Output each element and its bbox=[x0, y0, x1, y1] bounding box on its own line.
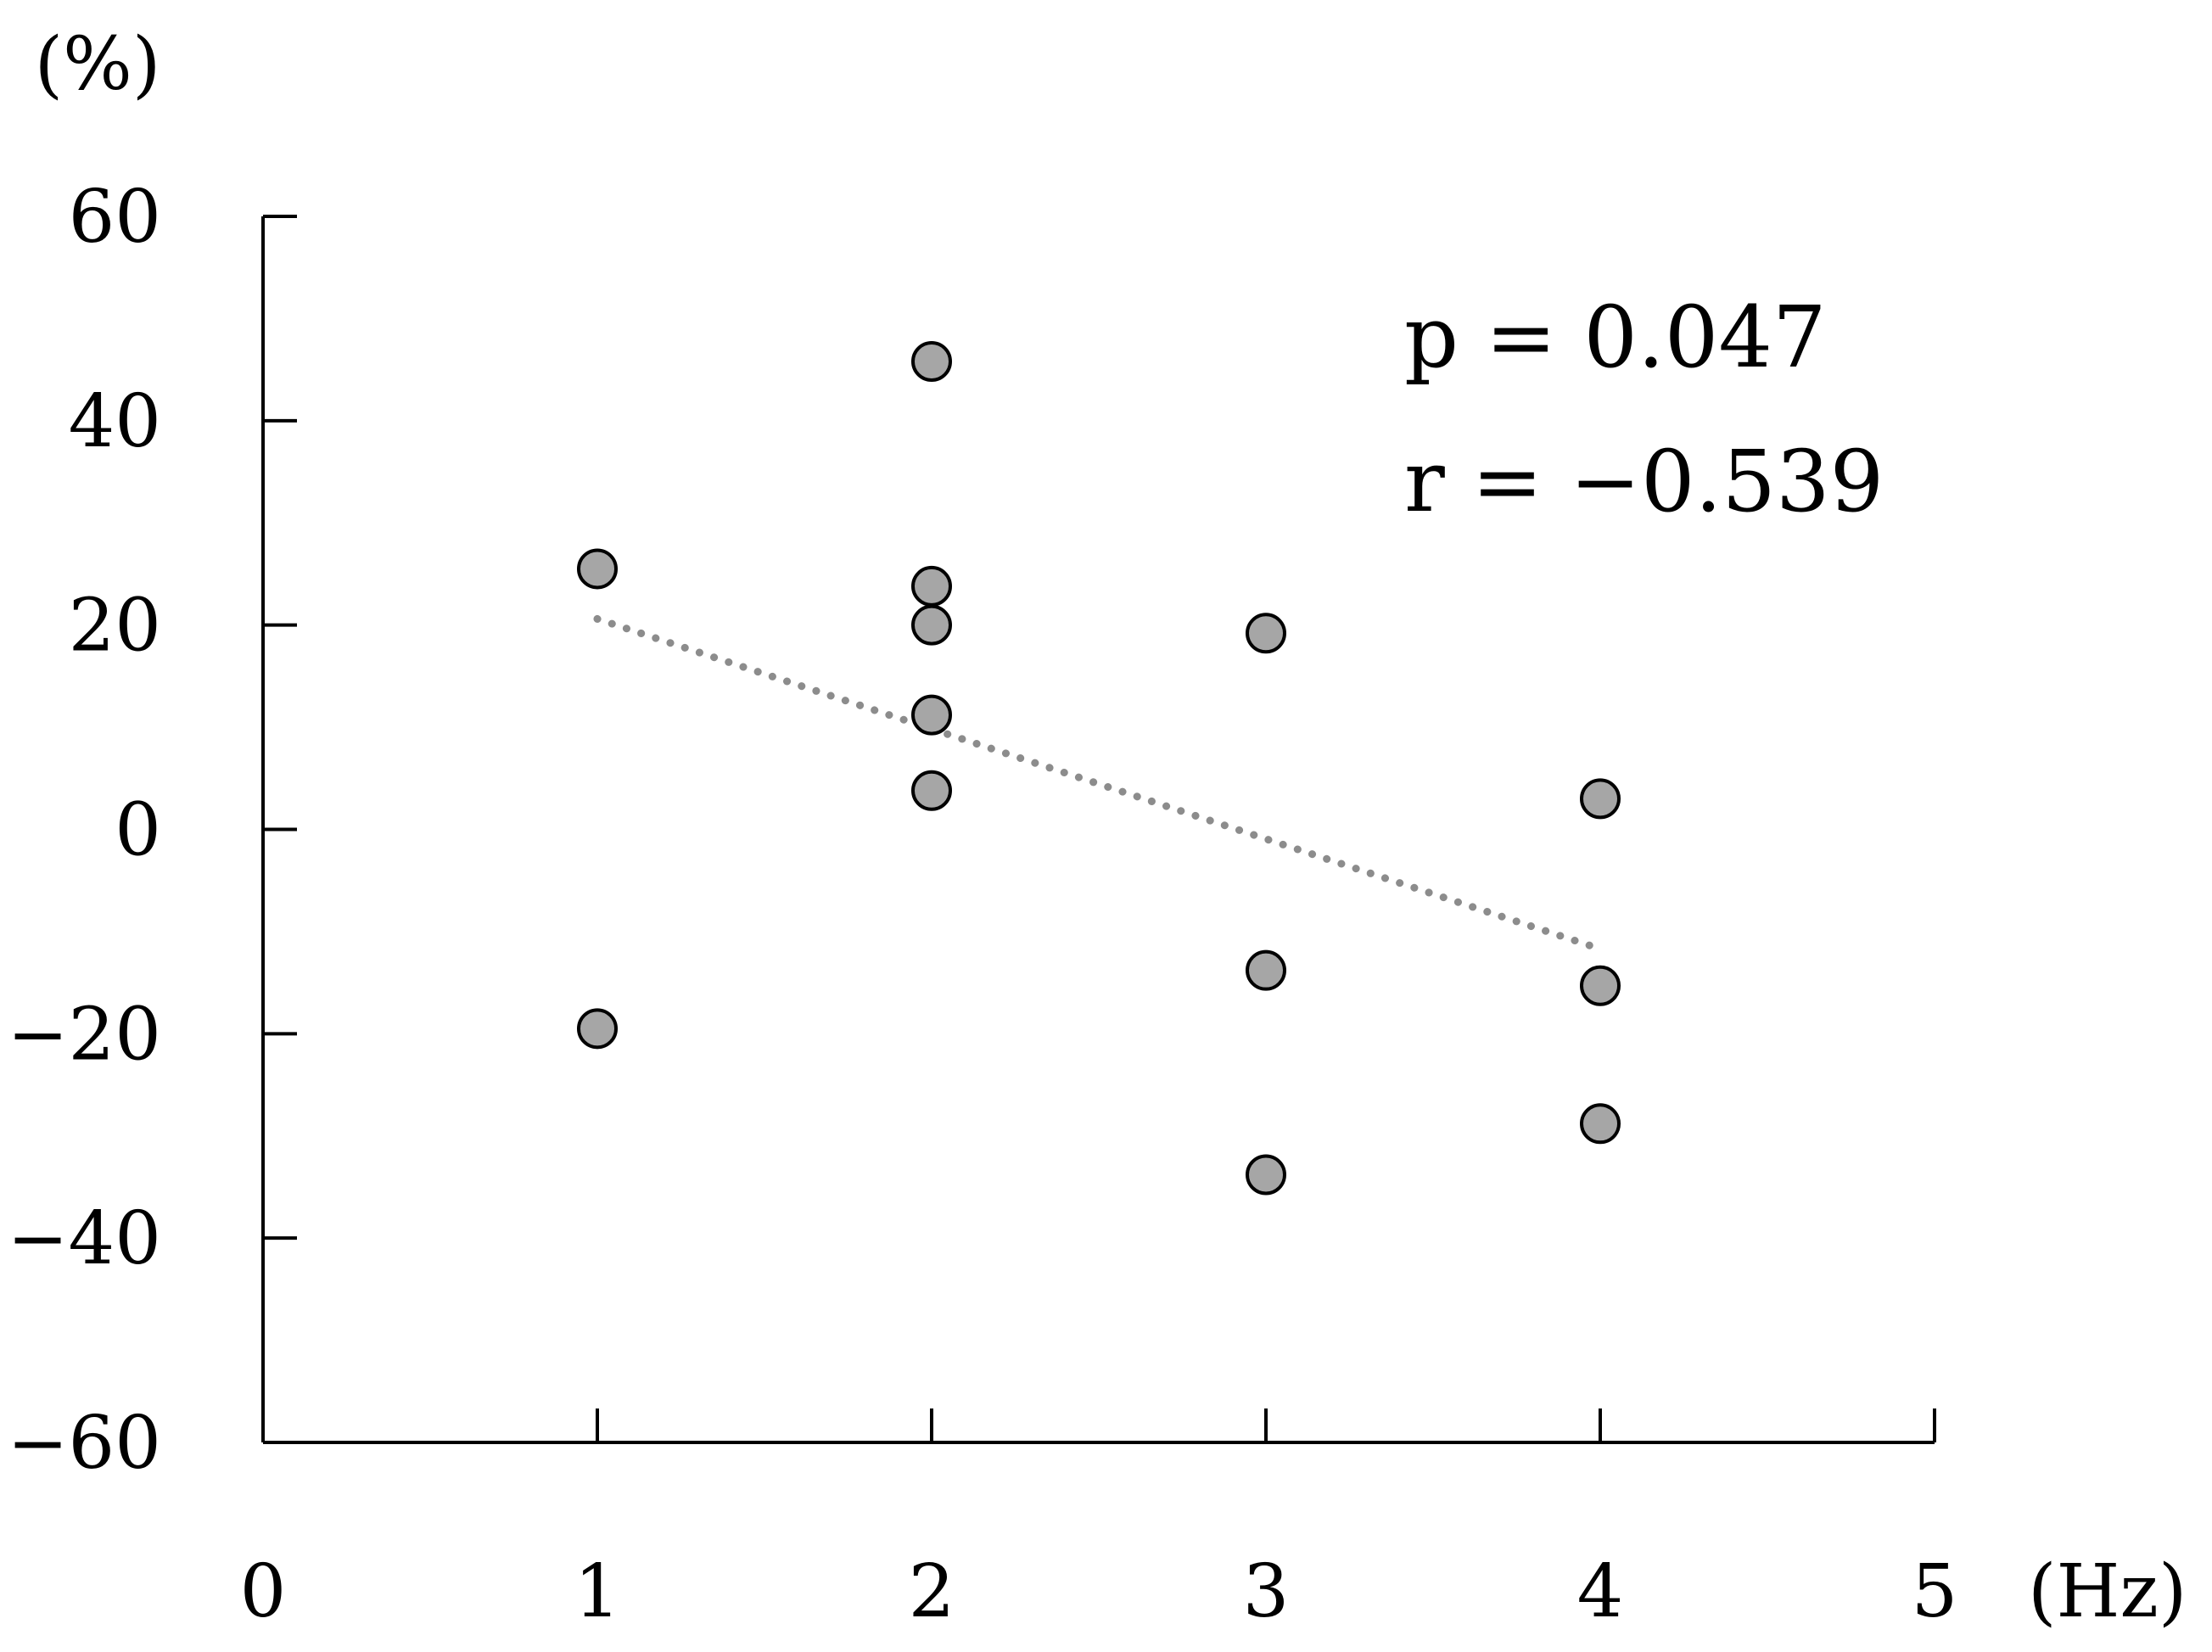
y-axis-label: (%) bbox=[35, 22, 161, 107]
axes bbox=[261, 216, 1935, 1444]
data-point bbox=[1246, 613, 1286, 654]
data-point bbox=[911, 694, 952, 736]
y-tick-label: 20 bbox=[69, 584, 161, 669]
data-points bbox=[577, 340, 1621, 1196]
y-tick-label: 60 bbox=[69, 175, 161, 260]
trendline bbox=[593, 614, 1604, 953]
x-tick-label: 0 bbox=[240, 1549, 287, 1634]
x-tick-label: 5 bbox=[1912, 1549, 1958, 1634]
annotation-r-value: r = −0.539 bbox=[1404, 432, 1884, 531]
x-axis-label: (Hz) bbox=[2028, 1549, 2187, 1634]
x-tick-label: 2 bbox=[909, 1549, 955, 1634]
x-axis-ticks: 0 1 2 3 4 5 bbox=[240, 1408, 1958, 1634]
trendline-group bbox=[593, 614, 1604, 953]
data-point bbox=[1580, 778, 1621, 820]
data-point bbox=[577, 1008, 618, 1050]
data-point bbox=[911, 604, 952, 646]
data-point bbox=[911, 340, 952, 382]
data-point bbox=[1580, 1103, 1621, 1145]
data-point bbox=[1246, 949, 1286, 991]
y-tick-label: −20 bbox=[8, 992, 162, 1077]
data-point bbox=[911, 770, 952, 811]
data-point bbox=[1246, 1154, 1286, 1196]
x-tick-label: 3 bbox=[1243, 1549, 1290, 1634]
data-point bbox=[911, 565, 952, 607]
y-tick-label: −60 bbox=[8, 1401, 162, 1486]
data-point bbox=[1580, 965, 1621, 1006]
x-tick-label: 1 bbox=[574, 1549, 621, 1634]
y-tick-label: 0 bbox=[115, 788, 161, 873]
annotation-p-value: p = 0.047 bbox=[1404, 288, 1827, 387]
data-point bbox=[577, 548, 618, 590]
y-tick-label: −40 bbox=[8, 1196, 162, 1281]
x-tick-label: 4 bbox=[1577, 1549, 1624, 1634]
y-tick-label: 40 bbox=[69, 379, 161, 464]
y-axis-ticks: 60 40 20 0 −20 −40 −60 bbox=[8, 175, 297, 1486]
